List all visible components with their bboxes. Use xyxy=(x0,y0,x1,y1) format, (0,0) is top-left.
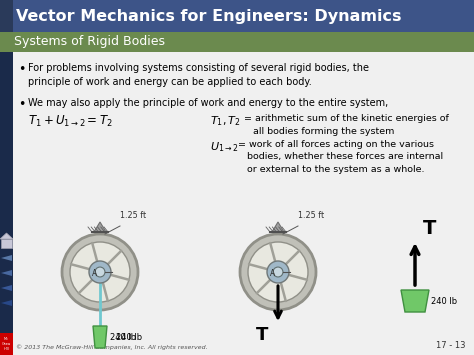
Text: 240 lb: 240 lb xyxy=(110,333,136,342)
Text: = arithmetic sum of the kinetic energies of
   all bodies forming the system: = arithmetic sum of the kinetic energies… xyxy=(244,114,449,136)
Text: © 2013 The McGraw-Hill Companies, Inc. All rights reserved.: © 2013 The McGraw-Hill Companies, Inc. A… xyxy=(16,344,208,350)
Polygon shape xyxy=(272,222,284,232)
Text: 240 lb: 240 lb xyxy=(116,333,142,342)
Polygon shape xyxy=(1,300,12,306)
Text: Mc
Graw
Hill: Mc Graw Hill xyxy=(2,337,11,351)
Circle shape xyxy=(95,267,105,277)
Bar xyxy=(0,52,13,355)
Circle shape xyxy=(89,261,111,283)
Text: A: A xyxy=(92,268,98,278)
Text: T: T xyxy=(256,326,268,344)
Text: T: T xyxy=(423,219,437,238)
Circle shape xyxy=(70,242,130,302)
Text: We may also apply the principle of work and energy to the entire system,: We may also apply the principle of work … xyxy=(28,98,388,108)
Circle shape xyxy=(267,261,289,283)
Bar xyxy=(0,333,13,355)
Text: 1.25 ft: 1.25 ft xyxy=(298,211,324,220)
Polygon shape xyxy=(1,270,12,276)
Polygon shape xyxy=(1,285,12,291)
Bar xyxy=(0,32,474,52)
Text: •: • xyxy=(18,98,26,111)
Polygon shape xyxy=(93,326,107,348)
Polygon shape xyxy=(0,233,13,239)
Text: For problems involving systems consisting of several rigid bodies, the
principle: For problems involving systems consistin… xyxy=(28,63,369,87)
Circle shape xyxy=(240,234,316,310)
Circle shape xyxy=(273,267,283,277)
Polygon shape xyxy=(1,255,12,261)
Bar xyxy=(0,0,13,32)
Text: Systems of Rigid Bodies: Systems of Rigid Bodies xyxy=(14,36,165,49)
Text: $T_1 + U_{1\to2} = T_2$: $T_1 + U_{1\to2} = T_2$ xyxy=(28,114,113,129)
Text: 1.25 ft: 1.25 ft xyxy=(120,211,146,220)
Circle shape xyxy=(62,234,138,310)
Text: •: • xyxy=(18,63,26,76)
Bar xyxy=(0,0,474,32)
Bar xyxy=(1,239,12,248)
Text: $U_{1\to2}$: $U_{1\to2}$ xyxy=(210,140,239,154)
Text: Vector Mechanics for Engineers: Dynamics: Vector Mechanics for Engineers: Dynamics xyxy=(16,9,401,23)
Polygon shape xyxy=(94,222,106,232)
Text: A: A xyxy=(270,268,275,278)
Text: = work of all forces acting on the various
   bodies, whether these forces are i: = work of all forces acting on the vario… xyxy=(238,140,443,174)
Text: 240 lb: 240 lb xyxy=(431,296,457,306)
Text: $T_1, T_2$: $T_1, T_2$ xyxy=(210,114,241,128)
Circle shape xyxy=(248,242,308,302)
Polygon shape xyxy=(401,290,429,312)
Text: 17 - 13: 17 - 13 xyxy=(437,341,466,350)
